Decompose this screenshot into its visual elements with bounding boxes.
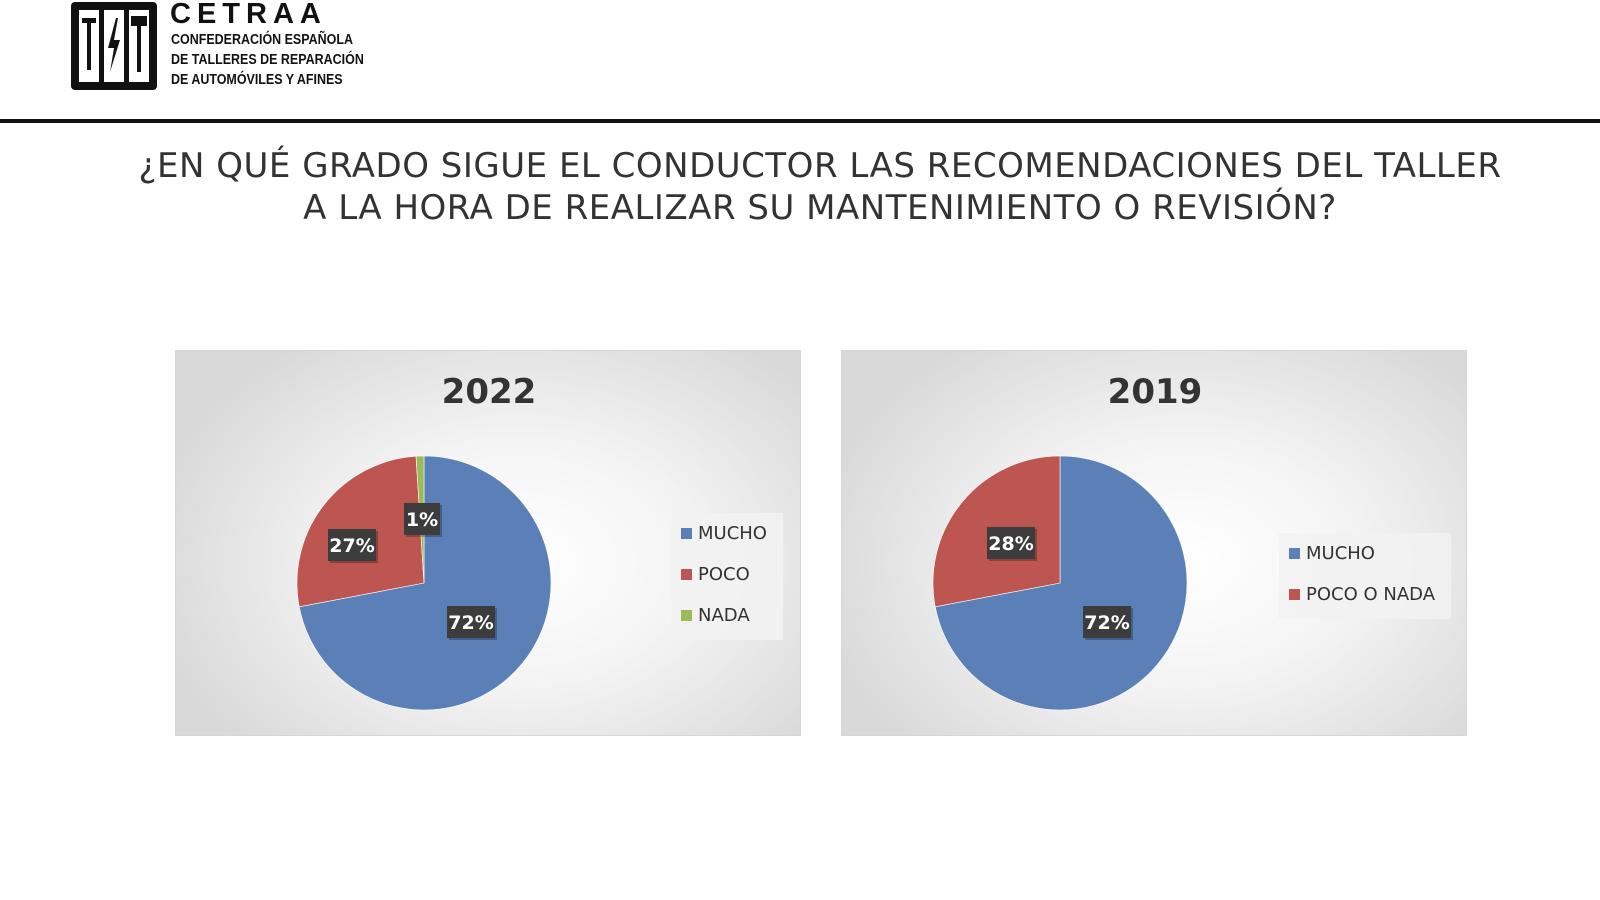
cetraa-logo-icon (69, 0, 159, 92)
header: CETRAA CONFEDERACIÓN ESPAÑOLA DE TALLERE… (0, 0, 1600, 123)
chart-card-2019: 2019 72% 28% MUCHO POCO O NADA (841, 350, 1467, 736)
legend-swatch-mucho (1289, 548, 1300, 559)
chart-legend: MUCHO POCO NADA (671, 513, 783, 640)
chart-title: 2019 (1108, 372, 1203, 412)
page-title: ¿EN QUÉ GRADO SIGUE EL CONDUCTOR LAS REC… (60, 145, 1580, 229)
pie-chart-2022: 2022 72% 27% 1% MUCHO POCO NADA (296, 372, 783, 711)
svg-text:1%: 1% (406, 509, 438, 531)
data-label-mucho: 72% (447, 606, 497, 640)
pie-slice-mucho (298, 455, 552, 711)
brand-name: CETRAA (170, 0, 327, 30)
chart-legend: MUCHO POCO O NADA (1279, 533, 1451, 619)
page-title-line-2: A LA HORA DE REALIZAR SU MANTENIMIENTO O… (303, 188, 1337, 228)
brand-line-2: DE TALLERES DE REPARACIÓN (171, 52, 364, 68)
header-divider (0, 119, 1600, 123)
data-label-poco-o-nada: 28% (987, 527, 1037, 561)
chart-card-2022: 2022 72% 27% 1% MUCHO POCO NADA (175, 350, 801, 736)
svg-text:72%: 72% (448, 612, 493, 634)
legend-label-mucho: MUCHO (1306, 543, 1375, 564)
chart-title: 2022 (442, 372, 537, 412)
legend-label-mucho: MUCHO (698, 523, 767, 544)
svg-text:27%: 27% (329, 535, 374, 557)
data-label-poco: 27% (328, 529, 378, 563)
pie-chart-2019: 2019 72% 28% MUCHO POCO O NADA (932, 372, 1451, 711)
svg-text:28%: 28% (988, 533, 1033, 555)
data-label-nada: 1% (404, 503, 442, 537)
legend-swatch-poco (681, 569, 692, 580)
legend-swatch-nada (681, 610, 692, 621)
svg-text:72%: 72% (1084, 612, 1129, 634)
legend-label-poco-o-nada: POCO O NADA (1306, 584, 1436, 605)
legend-label-nada: NADA (698, 605, 750, 626)
page-title-line-1: ¿EN QUÉ GRADO SIGUE EL CONDUCTOR LAS REC… (138, 146, 1502, 186)
legend-swatch-mucho (681, 528, 692, 539)
brand-line-3: DE AUTOMÓVILES Y AFINES (171, 72, 343, 88)
data-label-mucho: 72% (1083, 606, 1133, 640)
legend-label-poco: POCO (698, 564, 750, 585)
legend-swatch-poco-o-nada (1289, 589, 1300, 600)
brand-line-1: CONFEDERACIÓN ESPAÑOLA (171, 32, 353, 48)
pie-slice-mucho (934, 455, 1188, 711)
